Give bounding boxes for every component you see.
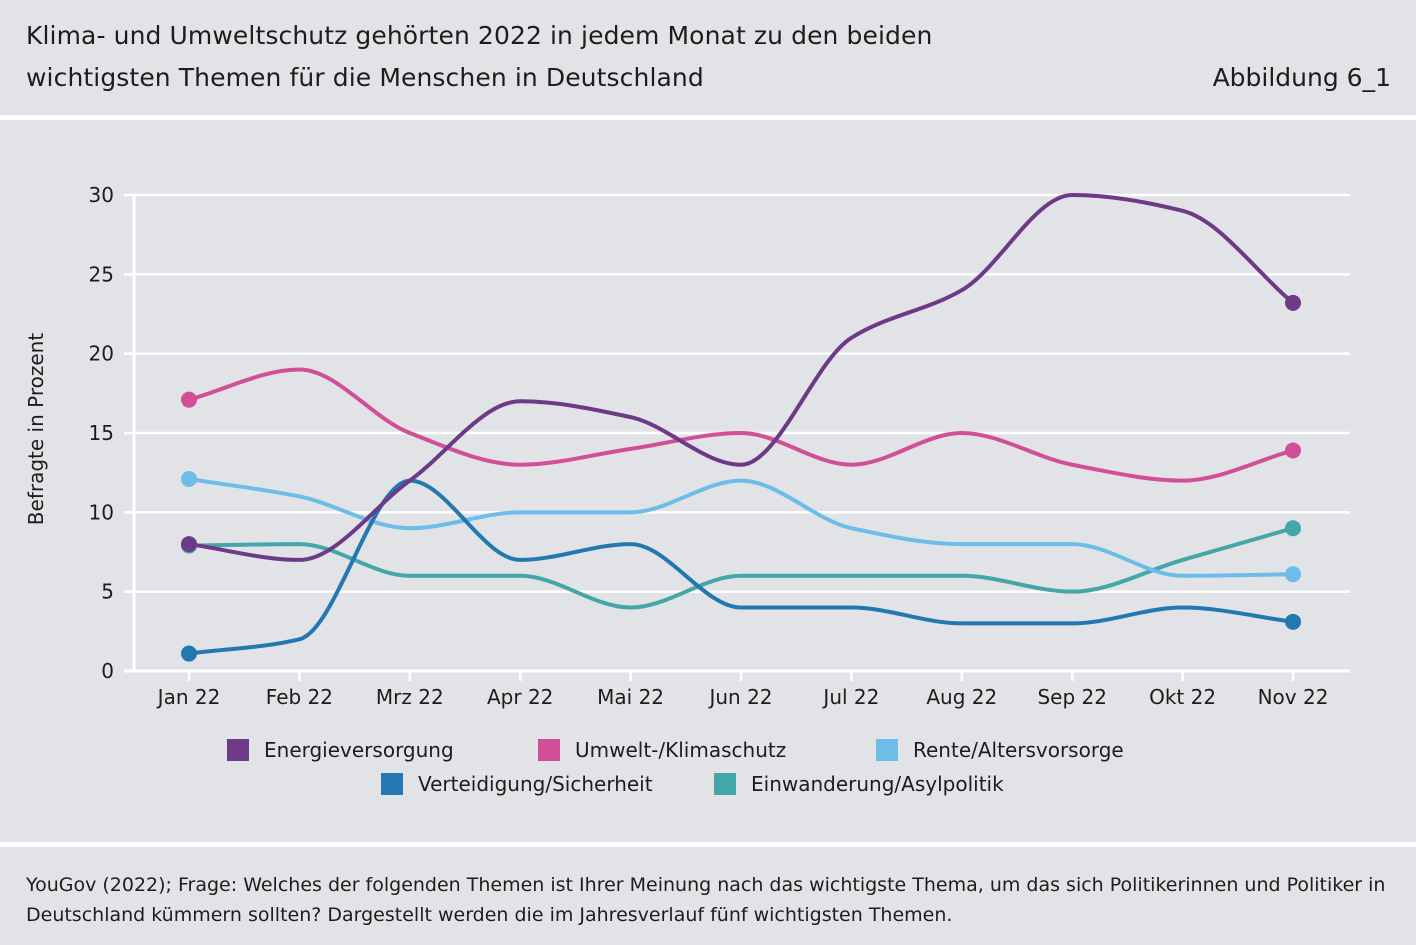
legend-label-energieversorgung: Energieversorgung <box>264 738 454 762</box>
x-tick-label: Jun 22 <box>707 685 772 709</box>
legend-label-rente-altersvorsorge: Rente/Altersvorsorge <box>913 738 1124 762</box>
legend-item-rente-altersvorsorge: Rente/Altersvorsorge <box>876 735 1124 765</box>
series-point-end-energieversorgung <box>1285 294 1301 311</box>
series-point-start-umwelt-klimaschutz <box>181 391 197 408</box>
y-axis-label: Befragte in Prozent <box>24 332 48 526</box>
y-tick-label: 10 <box>89 500 114 524</box>
line-chart: 0 5 10 15 20 25 30 Jan 22 Feb 22 Mrz 22 Apr 22 Mai … <box>89 183 1350 709</box>
legend-swatch-energieversorgung <box>227 739 249 761</box>
y-tick-label: 20 <box>89 342 114 366</box>
series-point-end-einwanderung-asylpolitik <box>1285 520 1301 537</box>
series-point-start-verteidigung-sicherheit <box>181 645 197 662</box>
source-note: YouGov (2022); Frage: Welches der folgen… <box>26 874 1386 926</box>
legend-label-einwanderung-asylpolitik: Einwanderung/Asylpolitik <box>751 772 1004 796</box>
x-tick-label: Feb 22 <box>266 685 333 709</box>
x-tick-label: Nov 22 <box>1258 685 1329 709</box>
legend-swatch-umwelt-klimaschutz <box>538 739 560 761</box>
x-tick-label: Jul 22 <box>821 685 879 709</box>
y-tick-label: 30 <box>89 183 114 207</box>
figure-label: Abbildung 6_1 <box>1212 63 1391 92</box>
series-point-end-verteidigung-sicherheit <box>1285 613 1301 630</box>
series-line-einwanderung-asylpolitik <box>187 526 1295 610</box>
legend-item-einwanderung-asylpolitik: Einwanderung/Asylpolitik <box>714 769 1004 799</box>
chart-area: 0 5 10 15 20 25 30 Jan 22 Feb 22 Mrz 22 Apr 22 Mai … <box>0 120 1416 842</box>
x-tick-label: Apr 22 <box>487 685 553 709</box>
legend-swatch-rente-altersvorsorge <box>876 739 898 761</box>
legend-item-umwelt-klimaschutz: Umwelt-/Klimaschutz <box>538 735 786 765</box>
chart-title-line-2: wichtigsten Themen für die Menschen in D… <box>26 63 704 92</box>
chart-title-line-1: Klima- und Umweltschutz gehörten 2022 in… <box>26 21 933 50</box>
legend-row-2: Verteidigung/Sicherheit Einwanderung/Asy… <box>0 769 1416 799</box>
legend-label-verteidigung-sicherheit: Verteidigung/Sicherheit <box>418 772 653 796</box>
series-line-umwelt-klimaschutz <box>187 367 1295 483</box>
y-tick-label: 0 <box>101 659 114 683</box>
series-line-rente-altersvorsorge <box>187 477 1295 578</box>
legend-swatch-verteidigung-sicherheit <box>381 773 403 795</box>
figure-header: Klima- und Umweltschutz gehörten 2022 in… <box>0 0 1416 115</box>
header-divider <box>0 115 1416 120</box>
y-tick-label: 5 <box>101 580 114 604</box>
series-line-energieversorgung <box>187 193 1295 562</box>
legend-swatch-einwanderung-asylpolitik <box>714 773 736 795</box>
x-tick-label: Mrz 22 <box>376 685 444 709</box>
series-point-end-rente-altersvorsorge <box>1285 566 1301 583</box>
y-tick-label: 15 <box>89 421 114 445</box>
series-line-verteidigung-sicherheit <box>187 478 1295 656</box>
x-tick-label: Sep 22 <box>1037 685 1107 709</box>
x-tick-label: Mai 22 <box>597 685 664 709</box>
series-point-start-rente-altersvorsorge <box>181 471 197 488</box>
footer-divider <box>0 842 1416 847</box>
x-tick-label: Okt 22 <box>1149 685 1216 709</box>
legend-label-umwelt-klimaschutz: Umwelt-/Klimaschutz <box>575 738 787 762</box>
legend-row-1: Energieversorgung Umwelt-/Klimaschutz Re… <box>0 735 1416 765</box>
legend-item-verteidigung-sicherheit: Verteidigung/Sicherheit <box>381 769 653 799</box>
legend-item-energieversorgung: Energieversorgung <box>227 735 454 765</box>
y-tick-label: 25 <box>89 262 114 286</box>
x-tick-label: Aug 22 <box>926 685 997 709</box>
x-tick-label: Jan 22 <box>156 685 221 709</box>
series-point-start-energieversorgung <box>181 536 197 553</box>
series-point-end-umwelt-klimaschutz <box>1285 442 1301 459</box>
